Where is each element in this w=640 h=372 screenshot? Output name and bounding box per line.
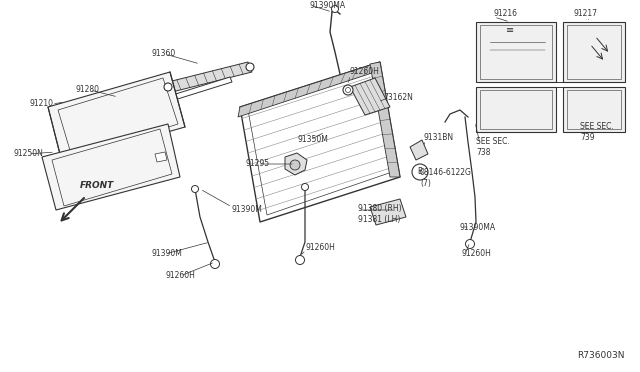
Text: FRONT: FRONT	[80, 181, 115, 190]
Text: 91216: 91216	[494, 10, 518, 19]
Text: B: B	[417, 167, 422, 176]
Text: SEE SEC.
739: SEE SEC. 739	[580, 122, 614, 142]
Circle shape	[465, 240, 474, 248]
Circle shape	[343, 85, 353, 95]
Polygon shape	[42, 124, 180, 210]
Text: 08146-6122G
(7): 08146-6122G (7)	[420, 168, 472, 188]
Circle shape	[296, 256, 305, 264]
Polygon shape	[48, 72, 185, 162]
Text: 91390M: 91390M	[152, 250, 183, 259]
Text: 91260H: 91260H	[306, 243, 336, 251]
Circle shape	[332, 6, 339, 13]
Text: 91390MA: 91390MA	[310, 0, 346, 10]
Circle shape	[164, 83, 172, 91]
Text: 91260H: 91260H	[350, 67, 380, 77]
Text: 9131BN: 9131BN	[424, 134, 454, 142]
Text: 91295: 91295	[246, 160, 270, 169]
Text: 91390MA: 91390MA	[460, 222, 496, 231]
Polygon shape	[476, 22, 556, 82]
Text: 91350M: 91350M	[298, 135, 329, 144]
Polygon shape	[563, 22, 625, 82]
Text: 91390M: 91390M	[232, 205, 263, 215]
Text: 91217: 91217	[574, 10, 598, 19]
Circle shape	[211, 260, 220, 269]
Text: 91280: 91280	[76, 86, 100, 94]
Polygon shape	[240, 62, 400, 222]
Polygon shape	[480, 25, 552, 79]
Text: SEE SEC.
738: SEE SEC. 738	[476, 137, 509, 157]
Polygon shape	[168, 62, 252, 92]
Text: ≡: ≡	[506, 25, 514, 35]
Polygon shape	[567, 90, 621, 129]
Polygon shape	[410, 140, 428, 160]
Polygon shape	[370, 199, 406, 225]
Text: 91260H: 91260H	[166, 272, 196, 280]
Text: R736003N: R736003N	[577, 351, 625, 360]
Polygon shape	[476, 87, 556, 132]
Polygon shape	[350, 78, 390, 115]
Polygon shape	[480, 90, 552, 129]
Polygon shape	[155, 152, 167, 162]
Polygon shape	[248, 67, 392, 215]
Polygon shape	[563, 87, 625, 132]
Polygon shape	[52, 129, 172, 206]
Polygon shape	[567, 25, 621, 79]
Circle shape	[290, 160, 300, 170]
Text: 73162N: 73162N	[383, 93, 413, 102]
Text: 91380 (RH)
91381 (LH): 91380 (RH) 91381 (LH)	[358, 203, 402, 224]
Circle shape	[412, 164, 428, 180]
Polygon shape	[238, 62, 380, 117]
Text: 91360: 91360	[152, 49, 176, 58]
Circle shape	[191, 186, 198, 192]
Text: 91250N: 91250N	[14, 150, 44, 158]
Circle shape	[301, 183, 308, 190]
Polygon shape	[285, 153, 307, 175]
Text: 91210: 91210	[30, 99, 54, 109]
Polygon shape	[58, 78, 178, 157]
Polygon shape	[370, 62, 400, 177]
Circle shape	[246, 63, 254, 71]
Circle shape	[346, 87, 351, 93]
Text: 91260H: 91260H	[462, 250, 492, 259]
Polygon shape	[118, 77, 232, 117]
